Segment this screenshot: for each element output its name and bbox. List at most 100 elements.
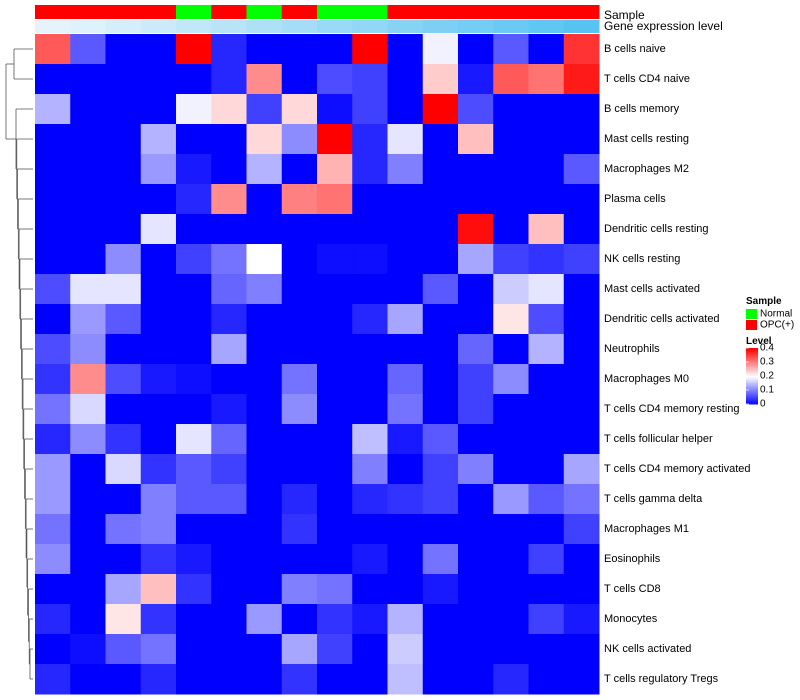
colorbar-step [746, 384, 758, 387]
heatmap-cell [105, 484, 142, 515]
heatmap-cell [176, 214, 212, 245]
heatmap-cell [176, 634, 212, 665]
heatmap-cell [281, 634, 318, 665]
heatmap-cell [105, 34, 142, 65]
heatmap-cell [281, 664, 318, 695]
heatmap-cell [493, 214, 529, 245]
heatmap-cell [528, 34, 565, 65]
heatmap-cell [387, 484, 424, 515]
heatmap-cell [528, 514, 565, 545]
heatmap-cell [176, 394, 212, 425]
heatmap-cell [105, 334, 142, 365]
heatmap-cell [493, 424, 529, 455]
heatmap-cell [211, 514, 247, 545]
sample-track-cell [458, 5, 494, 19]
heatmap-cell [352, 454, 388, 485]
heatmap-cell [105, 244, 142, 275]
heatmap-cell [422, 664, 459, 695]
heatmap-cell [458, 304, 494, 335]
heatmap-cell [211, 34, 247, 65]
colorbar-step [746, 392, 758, 395]
heatmap-cell [317, 634, 353, 665]
heatmap-cell [140, 124, 177, 155]
sample-track-cell [70, 5, 106, 19]
heatmap-cell [35, 304, 71, 335]
heatmap-cell [246, 364, 283, 395]
colorbar-step [746, 363, 758, 366]
heatmap-cell [105, 274, 142, 305]
heatmap-cell [140, 184, 177, 215]
colorbar-step [746, 371, 758, 374]
sample-track-cell [246, 5, 283, 19]
heatmap-cell [176, 124, 212, 155]
heatmap-cell [317, 574, 353, 605]
legend-sample-title: Sample [746, 296, 782, 307]
heatmap-cell [387, 454, 424, 485]
heatmap-cell [70, 634, 106, 665]
heatmap-cell [528, 544, 565, 575]
heatmap-cell [70, 544, 106, 575]
row-label: Monocytes [604, 613, 658, 625]
heatmap-cell [563, 454, 600, 485]
heatmap-cell [317, 34, 353, 65]
heatmap-cell [563, 634, 600, 665]
heatmap-cell [317, 514, 353, 545]
row-label: Macrophages M1 [604, 523, 689, 535]
heatmap-cell [352, 424, 388, 455]
heatmap-cell [211, 394, 247, 425]
heatmap-cell [422, 574, 459, 605]
heatmap-cell [140, 214, 177, 245]
heatmap-cell [352, 604, 388, 635]
heatmap-cell [422, 454, 459, 485]
heatmap-cell [563, 94, 600, 125]
gene-expression-track-label: Gene expression level [604, 19, 723, 33]
heatmap-cell [563, 544, 600, 575]
heatmap-cell [563, 64, 600, 95]
heatmap-cell [105, 214, 142, 245]
colorbar-step [746, 394, 758, 397]
heatmap-cell [493, 514, 529, 545]
heatmap-cell [317, 244, 353, 275]
heatmap-cell [422, 304, 459, 335]
heatmap-cell [246, 34, 283, 65]
heatmap-cell [317, 124, 353, 155]
heatmap-cell [387, 94, 424, 125]
heatmap-cell [387, 634, 424, 665]
heatmap-cell [422, 394, 459, 425]
heatmap-cell [387, 274, 424, 305]
heatmap-cell [458, 394, 494, 425]
heatmap-cell [246, 304, 283, 335]
heatmap-cell [105, 94, 142, 125]
row-label: B cells naive [604, 43, 666, 55]
heatmap-cell [352, 664, 388, 695]
heatmap-cell [387, 214, 424, 245]
heatmap-cell [458, 424, 494, 455]
heatmap-cell [246, 214, 283, 245]
colorbar-tick-label: 0.3 [760, 357, 774, 368]
heatmap-cell [176, 154, 212, 185]
heatmap-cell [176, 574, 212, 605]
colorbar-step [746, 381, 758, 384]
heatmap-cell [246, 634, 283, 665]
heatmap-cell [493, 454, 529, 485]
heatmap-cell [176, 334, 212, 365]
heatmap-cell [352, 184, 388, 215]
heatmap-cell [493, 544, 529, 575]
heatmap-cell [352, 394, 388, 425]
row-label: Mast cells resting [604, 133, 689, 145]
heatmap-cell [458, 214, 494, 245]
heatmap-cell [281, 604, 318, 635]
heatmap-cell [211, 94, 247, 125]
heatmap-cell [528, 124, 565, 155]
heatmap-cell [35, 274, 71, 305]
heatmap-cell [493, 34, 529, 65]
heatmap-cell [352, 574, 388, 605]
heatmap-cell [281, 334, 318, 365]
heatmap-cell [105, 454, 142, 485]
colorbar-step [746, 402, 758, 405]
heatmap-cell [176, 544, 212, 575]
heatmap-cell [563, 394, 600, 425]
